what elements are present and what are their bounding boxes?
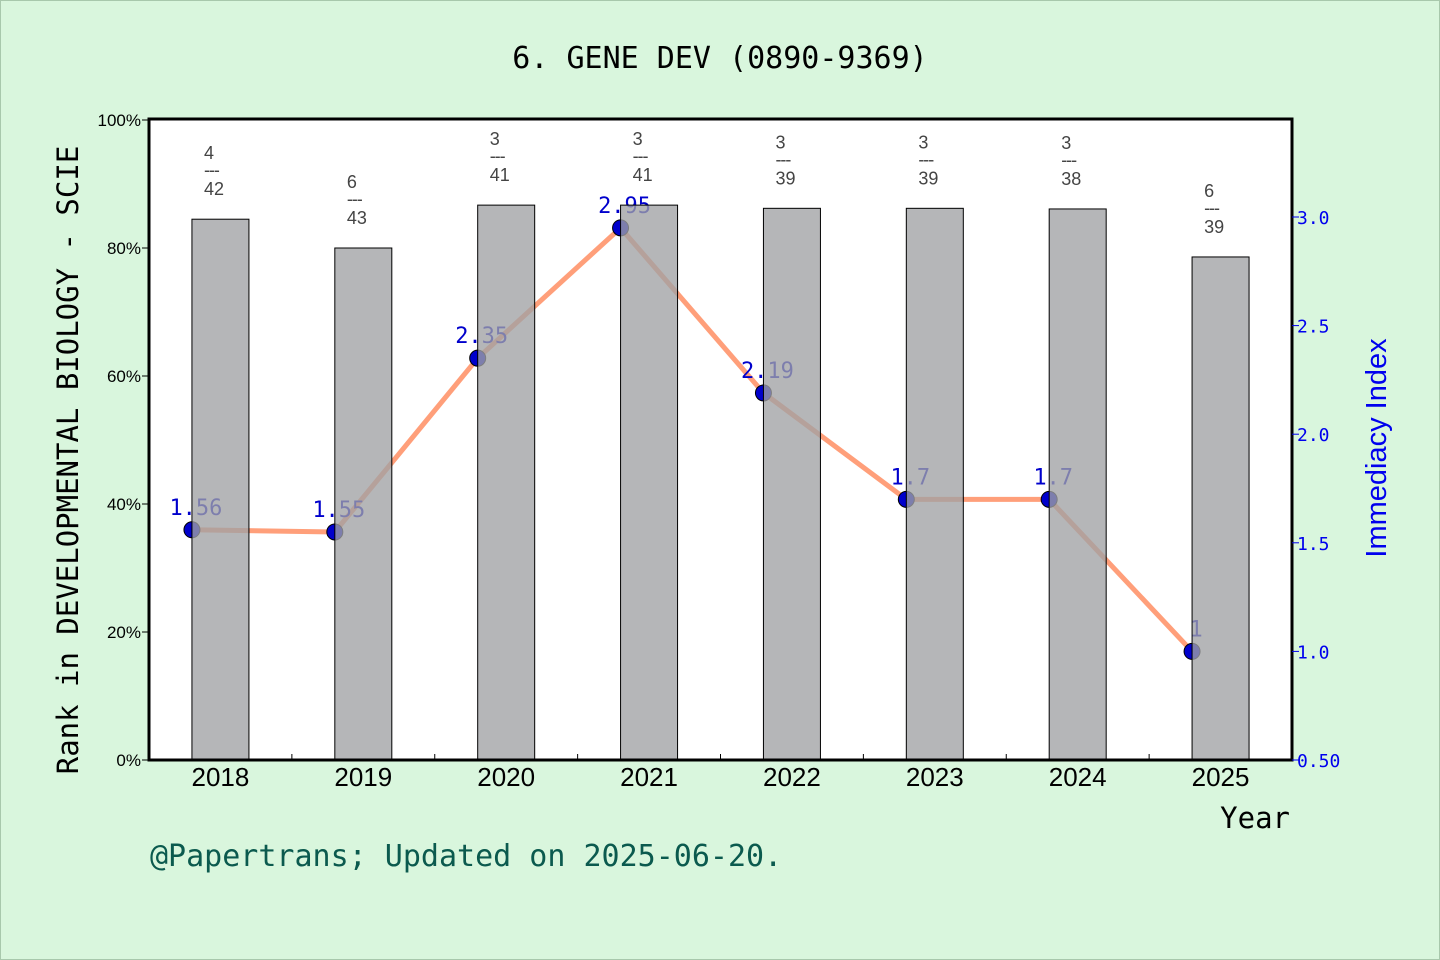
svg-text:6: 6 xyxy=(347,172,357,192)
right-tick-label: 2.0 xyxy=(1297,425,1330,446)
footer-credit: @Papertrans; Updated on 2025-06-20. xyxy=(150,839,782,874)
rank-fraction-2021: 3---41 xyxy=(633,129,653,185)
svg-text:---: --- xyxy=(918,149,934,169)
svg-text:3: 3 xyxy=(918,132,928,152)
svg-text:39: 39 xyxy=(1204,217,1224,237)
svg-text:---: --- xyxy=(347,189,363,209)
svg-text:38: 38 xyxy=(1061,169,1081,189)
svg-text:3: 3 xyxy=(775,132,785,152)
svg-text:43: 43 xyxy=(347,208,367,228)
x-tick-label: 2023 xyxy=(906,762,964,792)
svg-text:39: 39 xyxy=(918,168,938,188)
svg-text:39: 39 xyxy=(775,168,795,188)
left-tick-label: 100% xyxy=(98,111,141,130)
rank-fraction-2025: 6---39 xyxy=(1204,181,1224,237)
svg-text:---: --- xyxy=(204,160,220,180)
right-tick-label: 3.0 xyxy=(1297,208,1330,229)
left-y-axis-label: Rank in DEVELOPMENTAL BIOLOGY - SCIE xyxy=(51,146,85,775)
svg-text:41: 41 xyxy=(490,165,510,185)
rank-bar-2023 xyxy=(905,207,964,761)
right-tick-label: 1.5 xyxy=(1297,534,1330,555)
left-y-axis: 0% 20% 40% 60% 80% 100% xyxy=(98,111,149,770)
svg-text:---: --- xyxy=(775,149,791,169)
left-tick-label: 80% xyxy=(107,239,141,258)
rank-bar-2022 xyxy=(762,207,821,761)
rank-bar-series xyxy=(191,204,1250,761)
rank-bar-2019 xyxy=(334,247,393,761)
rank-fraction-2023: 3---39 xyxy=(918,132,938,188)
svg-text:---: --- xyxy=(633,146,649,166)
svg-text:42: 42 xyxy=(204,179,224,199)
rank-bar-2018 xyxy=(191,218,250,761)
svg-text:---: --- xyxy=(1061,150,1077,170)
left-tick-label: 60% xyxy=(107,367,141,386)
svg-text:3: 3 xyxy=(490,129,500,149)
left-tick-label: 40% xyxy=(107,495,141,514)
left-tick-label: 20% xyxy=(107,623,141,642)
rank-bar-2024 xyxy=(1048,208,1107,761)
right-tick-label: 2.5 xyxy=(1297,317,1330,338)
x-tick-label: 2021 xyxy=(620,762,678,792)
svg-text:6: 6 xyxy=(1204,181,1214,201)
right-tick-label: 1.0 xyxy=(1297,642,1330,663)
rank-fraction-2024: 3---38 xyxy=(1061,133,1081,189)
rank-fraction-2020: 3---41 xyxy=(490,129,510,185)
rank-bar-2021 xyxy=(620,204,679,761)
rank-bar-2025 xyxy=(1191,256,1250,761)
x-tick-label: 2024 xyxy=(1049,762,1107,792)
right-y-axis-label: Immediacy Index xyxy=(1361,338,1393,558)
svg-text:---: --- xyxy=(490,146,506,166)
svg-text:3: 3 xyxy=(1061,133,1071,153)
rank-fraction-2019: 6---43 xyxy=(347,172,367,228)
x-tick-label: 2018 xyxy=(192,762,250,792)
x-axis-label: Year xyxy=(1220,801,1290,835)
x-tick-label: 2019 xyxy=(334,762,392,792)
rank-labels: 4---42 6---433---413---413---393---393---… xyxy=(204,129,1224,237)
chart-title: 6. GENE DEV (0890-9369) xyxy=(512,41,927,76)
svg-text:4: 4 xyxy=(204,143,214,163)
right-y-axis: 0.50 1.0 1.5 2.0 2.5 3.0 xyxy=(1292,208,1340,772)
x-axis: 2018 2019 2020 2021 2022 2023 2024 2025 xyxy=(192,754,1250,792)
svg-text:41: 41 xyxy=(633,165,653,185)
x-tick-label: 2025 xyxy=(1192,762,1250,792)
x-tick-label: 2022 xyxy=(763,762,821,792)
x-tick-label: 2020 xyxy=(477,762,535,792)
rank-fraction-2018: 4---42 xyxy=(204,143,224,199)
svg-text:---: --- xyxy=(1204,198,1220,218)
left-tick-label: 0% xyxy=(116,751,141,770)
plot-area xyxy=(149,119,1292,760)
right-tick-label: 0.50 xyxy=(1297,751,1340,772)
rank-bar-2020 xyxy=(477,204,536,761)
rank-fraction-2022: 3---39 xyxy=(775,132,795,188)
svg-text:3: 3 xyxy=(633,129,643,149)
